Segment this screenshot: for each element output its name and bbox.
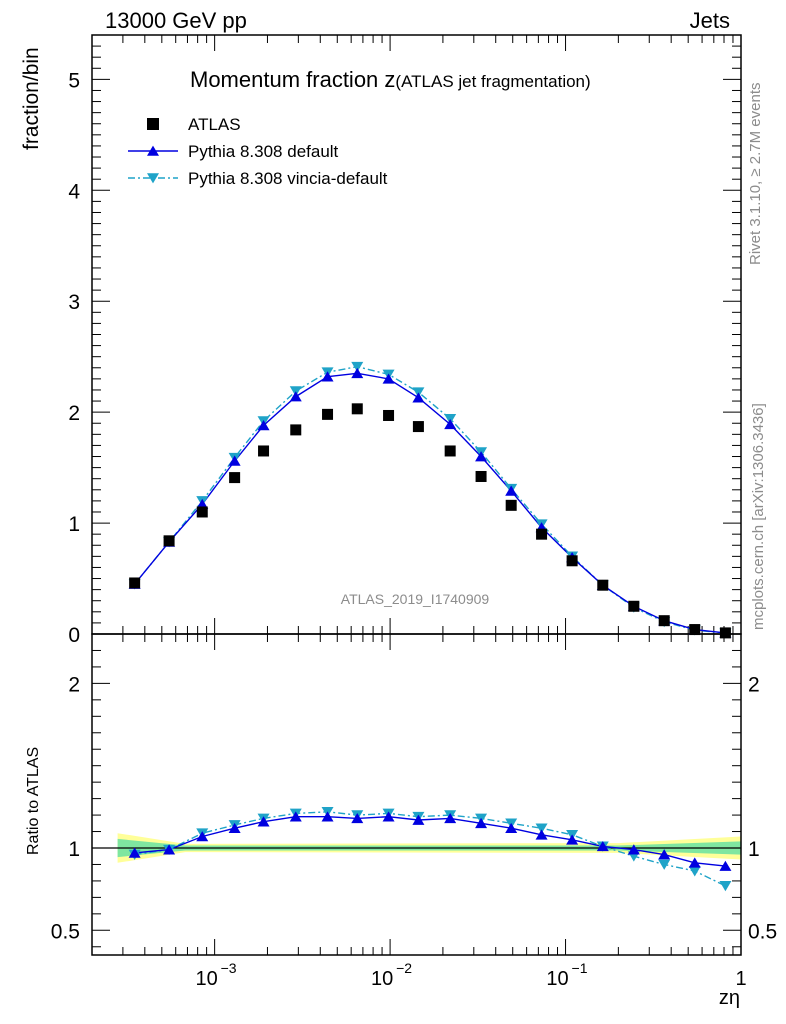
ratio-point-default [535,829,548,840]
legend-marker-default [147,145,159,156]
x-tick-exponent: −1 [572,960,588,976]
ratio-point-default [289,811,302,822]
x-tick-exponent: −2 [396,960,412,976]
point-atlas [412,421,424,433]
point-atlas [322,408,334,420]
ratio-point-default [351,812,364,824]
ratio-ytick-label: 2 [68,673,80,696]
main-ytick-label: 5 [68,69,80,92]
ratio-point-default [196,831,209,842]
x-tick-label: 10 [371,968,393,990]
point-default [321,371,334,382]
point-atlas [566,555,578,567]
point-atlas [290,424,302,436]
point-default [257,420,270,431]
chart-title-main: Momentum fraction z [190,67,395,92]
x-tick-exponent: −3 [221,960,237,976]
main-ytick-label: 1 [68,513,80,536]
point-atlas [258,445,270,457]
ratio-point-vincia [688,866,701,877]
ratio-point-default [412,814,425,825]
ratio-point-default [163,844,176,855]
main-ytick-label: 0 [68,624,80,647]
chart-title: Momentum fraction z(ATLAS jet fragmentat… [190,67,591,92]
ratio-point-vincia [719,881,732,892]
ratio-point-vincia [535,823,548,834]
ratio-point-default [382,811,395,822]
analysis-label: ATLAS_2019_I1740909 [341,591,490,607]
main-ytick-label: 3 [68,291,80,314]
point-atlas [536,528,548,540]
point-atlas [628,600,640,612]
ratio-ytick-label-right: 2 [748,673,760,696]
ratio-frame [91,633,742,956]
legend-marker-atlas [147,118,159,130]
point-atlas [383,409,395,421]
legend-label: Pythia 8.308 vincia-default [188,169,388,188]
point-atlas [129,577,141,589]
point-default [196,498,209,510]
point-default [382,373,395,384]
ratio-point-default [719,860,732,871]
ratio-series [128,806,732,892]
ratio-point-default [475,817,488,829]
point-default [475,451,488,462]
ratio-ytick-label: 1 [68,838,80,861]
x-tick-label: 10 [196,968,218,990]
point-default [228,455,241,466]
x-tick-label: 10 [546,968,568,990]
legend-label: Pythia 8.308 default [188,142,339,161]
ratio-ytick-label-right: 1 [748,838,760,861]
ratio-default-line [134,815,726,867]
point-atlas [351,403,363,415]
ratio-point-default [627,844,640,855]
main-ytick-label: 2 [68,402,80,425]
point-atlas [505,499,517,511]
point-atlas [163,535,175,547]
point-atlas [689,624,701,636]
point-default [412,392,425,403]
rivet-label: Rivet 3.1.10, ≥ 2.7M events [747,83,764,266]
source-label: mcplots.cern.ch [arXiv:1306.3436] [750,403,767,630]
point-atlas [229,472,241,484]
ratio-point-vincia [658,859,671,870]
legend: ATLAS Pythia 8.308 default Pythia 8.308 vi… [128,115,388,188]
x-tick-label: 1 [735,968,746,990]
ratio-point-default [228,822,241,834]
ratio-point-default [596,840,609,852]
ratio-point-default [566,834,579,845]
main-ylabel: fraction/bin [20,47,43,150]
point-vincia [351,361,364,373]
ratio-point-default [688,857,701,868]
point-atlas [719,627,731,639]
ratio-point-default [321,811,334,822]
ratio-point-default [658,849,671,860]
ratio-point-default [505,822,518,834]
ratio-ytick-label-right: 0.5 [748,920,777,943]
energy-label: 13000 GeV pp [105,8,247,33]
ratio-point-default [257,816,270,827]
point-default [351,367,364,379]
legend-marker-vincia [147,173,159,184]
process-label: Jets [690,8,730,33]
ratio-point-default [128,847,141,858]
main-series [128,361,732,639]
point-atlas [196,506,208,518]
point-default [505,485,518,496]
ratio-xlabel: zη [719,987,740,1009]
point-default [289,391,302,402]
ratio-vincia-line [134,811,726,887]
point-atlas [658,615,670,627]
ratio-ytick-label: 0.5 [51,920,80,943]
legend-label: ATLAS [188,115,241,134]
point-default [444,418,457,430]
ratio-point-default [444,812,457,824]
chart-title-sub: (ATLAS jet fragmentation) [395,72,590,91]
point-atlas [444,445,456,457]
ratio-ylabel: Ratio to ATLAS [25,747,42,855]
main-ytick-label: 4 [68,180,80,203]
point-atlas [597,579,609,591]
point-atlas [475,470,487,482]
